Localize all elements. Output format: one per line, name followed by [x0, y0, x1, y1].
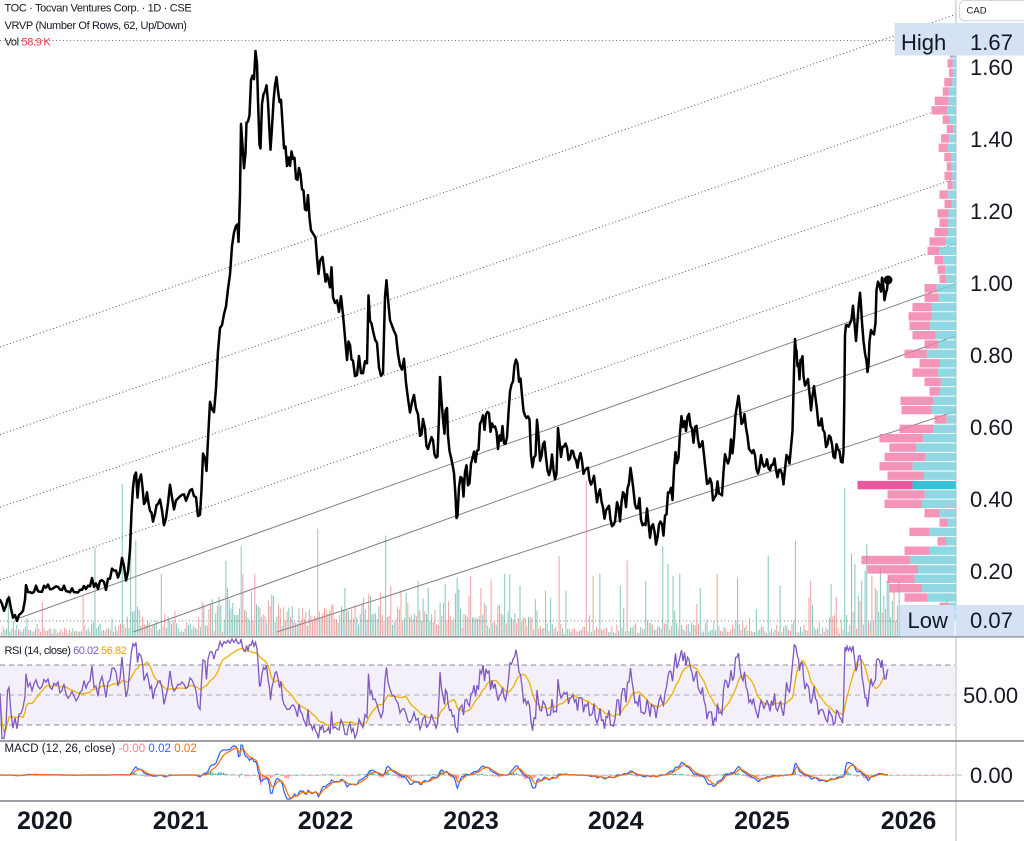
- svg-text:2025: 2025: [734, 807, 790, 835]
- svg-text:Vol 58.9 K: Vol 58.9 K: [5, 37, 52, 49]
- svg-text:High: High: [901, 30, 946, 55]
- svg-text:1.40: 1.40: [970, 127, 1013, 152]
- svg-text:0.20: 0.20: [970, 559, 1013, 584]
- svg-text:Low: Low: [908, 608, 948, 633]
- svg-text:2026: 2026: [881, 807, 937, 835]
- svg-text:2024: 2024: [588, 807, 644, 835]
- svg-text:1.67: 1.67: [970, 30, 1013, 55]
- svg-text:CAD: CAD: [967, 6, 987, 17]
- svg-text:2023: 2023: [443, 807, 499, 835]
- svg-text:50.00: 50.00: [963, 683, 1018, 708]
- svg-text:1.60: 1.60: [970, 55, 1013, 80]
- svg-text:0.40: 0.40: [970, 487, 1013, 512]
- svg-text:0.07: 0.07: [970, 608, 1013, 633]
- svg-text:0.60: 0.60: [970, 415, 1013, 440]
- svg-text:2020: 2020: [17, 807, 73, 835]
- svg-text:MACD (12, 26, close) -0.00 0.0: MACD (12, 26, close) -0.00 0.02 0.02: [5, 743, 197, 755]
- svg-text:TOC · Tocvan Ventures Corp. ·: TOC · Tocvan Ventures Corp. · 1D · CSE: [5, 3, 192, 15]
- svg-text:0.00: 0.00: [970, 763, 1013, 788]
- svg-text:RSI (14, close) 60.02 56.82: RSI (14, close) 60.02 56.82: [5, 645, 127, 657]
- svg-text:2022: 2022: [298, 807, 354, 835]
- svg-text:1.20: 1.20: [970, 199, 1013, 224]
- svg-text:1.00: 1.00: [970, 271, 1013, 296]
- svg-text:VRVP (Number Of Rows, 62, Up/D: VRVP (Number Of Rows, 62, Up/Down): [5, 20, 187, 32]
- svg-text:2021: 2021: [153, 807, 209, 835]
- svg-text:0.80: 0.80: [970, 343, 1013, 368]
